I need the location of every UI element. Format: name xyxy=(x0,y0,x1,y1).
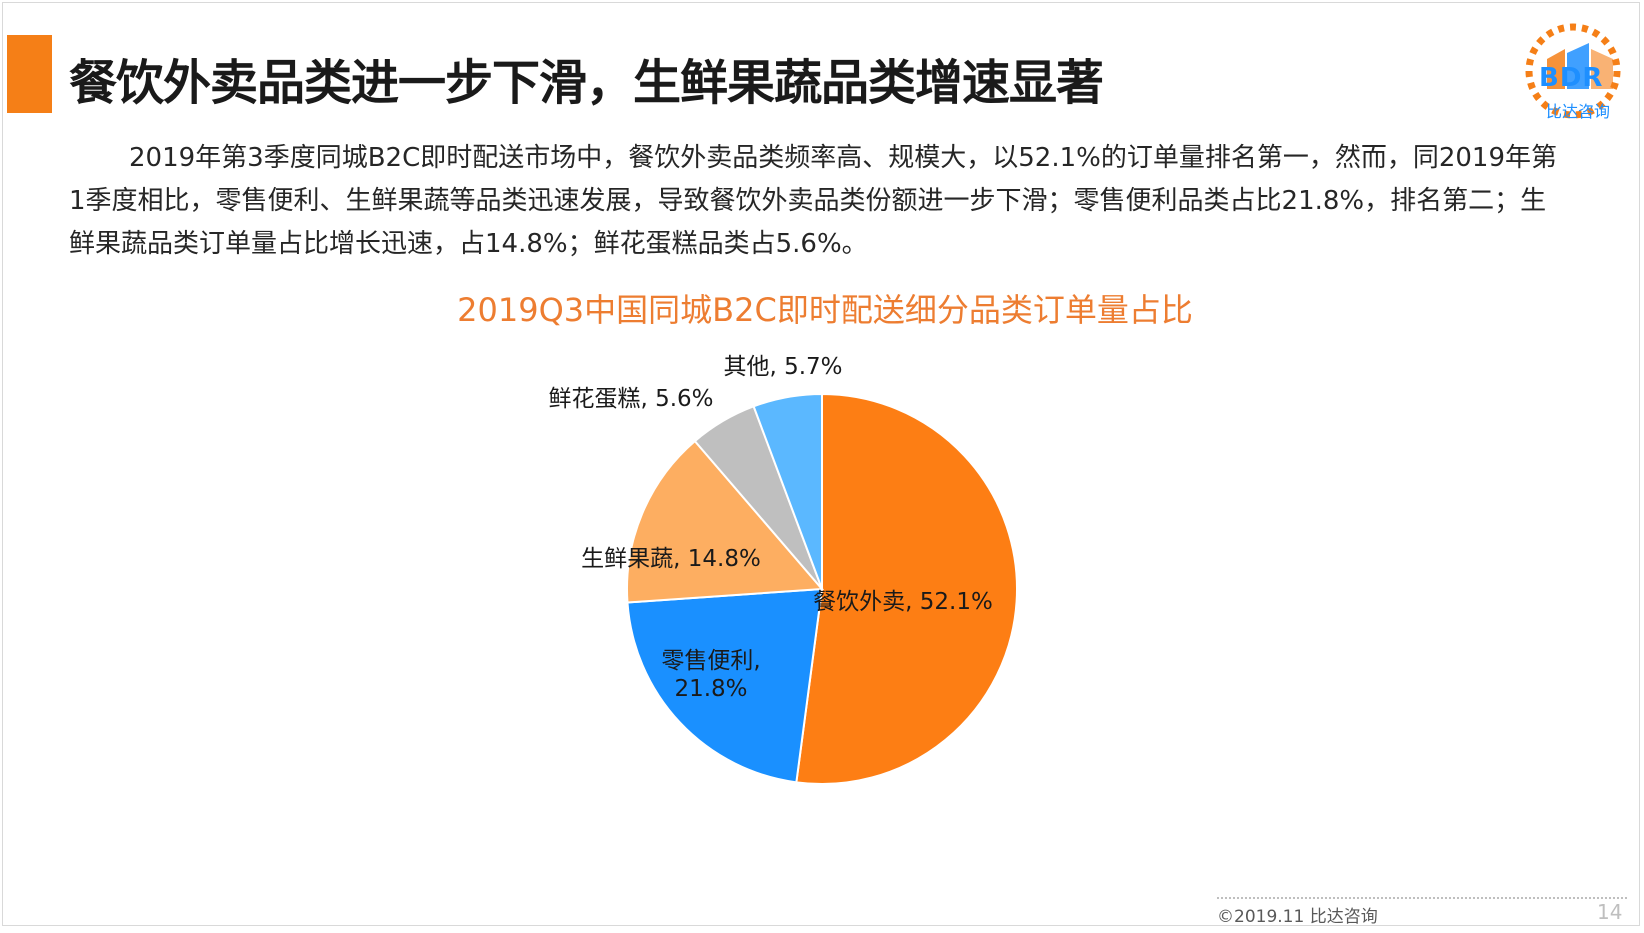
chart-title: 2019Q3中国同城B2C即时配送细分品类订单量占比 xyxy=(457,291,1193,329)
page-number: 14 xyxy=(1597,900,1623,924)
pie-slice-4 xyxy=(752,392,823,590)
pie-slice-1 xyxy=(626,587,824,784)
pie-slice-0 xyxy=(795,392,1018,785)
footer-divider xyxy=(1217,897,1627,899)
pie-slice-2 xyxy=(626,439,825,604)
pie-label-2: 生鲜果蔬, 14.8% xyxy=(581,546,761,572)
pie-chart: 餐饮外卖, 52.1% 零售便利, 21.8% 生鲜果蔬, 14.8% 鲜花蛋糕, 5.… xyxy=(548,354,1018,785)
title-accent-bar xyxy=(7,35,52,113)
footer-copyright: ©2019.11 比达咨询 xyxy=(1217,907,1378,927)
pie-label-3: 鲜花蛋糕, 5.6% xyxy=(548,386,713,412)
logo-text: BDR xyxy=(1539,63,1604,93)
pie-label-4: 其他, 5.7% xyxy=(723,354,842,380)
summary-paragraph: 2019年第3季度同城B2C即时配送市场中，餐饮外卖品类频率高、规模大，以52.… xyxy=(69,143,1558,259)
pie-label-1: 零售便利, 21.8% xyxy=(661,648,760,702)
page-title: 餐饮外卖品类进一步下滑，生鲜果蔬品类增速显著 xyxy=(69,55,1104,111)
logo-subtitle: 比达咨询 xyxy=(1546,102,1611,121)
pie-label-0: 餐饮外卖, 52.1% xyxy=(813,589,993,615)
bdr-logo-icon xyxy=(1525,23,1621,119)
